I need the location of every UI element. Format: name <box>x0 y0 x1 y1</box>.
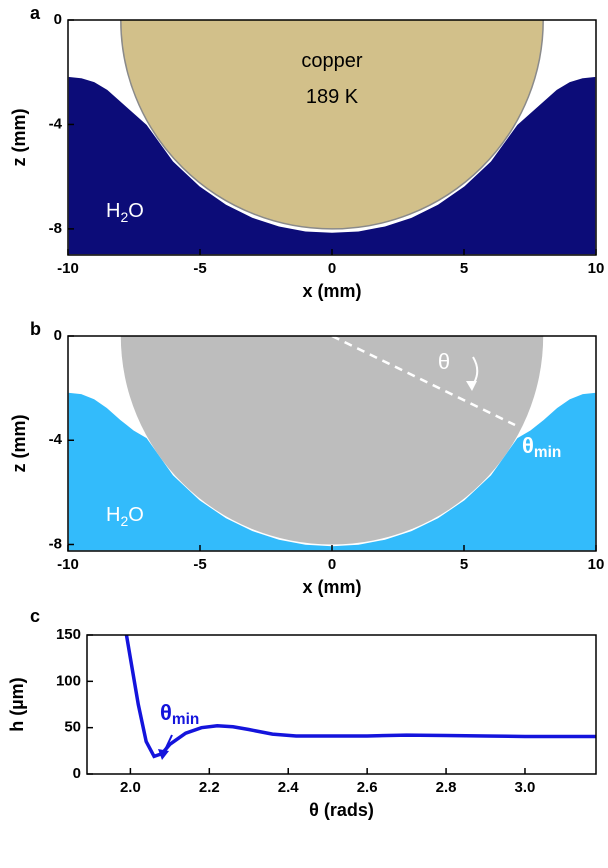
y-axis-title: z (mm) <box>9 108 29 166</box>
x-tick-label: -10 <box>57 260 79 277</box>
annotation: copper <box>301 50 362 72</box>
x-tick-label: 0 <box>328 556 336 573</box>
axes-frame <box>86 634 597 775</box>
x-tick-label: 3.0 <box>515 779 536 796</box>
annotation: θmin <box>160 700 199 728</box>
annotation-text: H <box>106 504 120 526</box>
panel-letter: b <box>30 319 41 339</box>
x-tick-label: 0 <box>328 260 336 277</box>
annotation-sub: min <box>172 711 199 728</box>
theta-arrowhead <box>466 381 477 391</box>
x-tick-label: -5 <box>193 556 206 573</box>
sphere <box>120 20 544 230</box>
annotation-text: θ <box>522 433 534 458</box>
annotation-tail: O <box>128 200 144 222</box>
y-tick-label: 0 <box>54 11 62 28</box>
y-tick-label: 50 <box>64 719 81 736</box>
x-axis-title: x (mm) <box>302 281 361 301</box>
x-tick-label: 10 <box>588 556 605 573</box>
x-axis-title: x (mm) <box>302 577 361 597</box>
line <box>124 635 596 759</box>
panel-letter: c <box>30 606 40 626</box>
annotation-text: θ <box>160 700 172 725</box>
plot-area <box>68 20 596 255</box>
x-tick-label: 2.0 <box>120 779 141 796</box>
annotation: H2O <box>106 504 144 528</box>
y-tick-label: 0 <box>54 327 62 344</box>
x-tick-label: 5 <box>460 260 468 277</box>
y-tick-label: 150 <box>56 626 81 643</box>
y-tick-label: -4 <box>49 431 63 448</box>
annotation-text: copper <box>301 50 362 72</box>
x-tick-label: -5 <box>193 260 206 277</box>
x-tick-label: 5 <box>460 556 468 573</box>
x-tick-label: 2.4 <box>278 779 300 796</box>
y-tick-label: 100 <box>56 672 81 689</box>
annotation-text: H <box>106 200 120 222</box>
x-tick-label: 10 <box>588 260 605 277</box>
plot-area <box>68 336 596 551</box>
y-axis-title: h (µm) <box>7 677 27 731</box>
x-tick-label: 2.2 <box>199 779 220 796</box>
annotation-text: 189 K <box>306 86 359 108</box>
annotation-tail: O <box>128 504 144 526</box>
annotation: H2O <box>106 200 144 224</box>
annotation-sub: 2 <box>120 513 128 529</box>
y-tick-label: -8 <box>49 220 62 237</box>
y-tick-label: -4 <box>49 115 63 132</box>
y-tick-label: 0 <box>73 765 81 782</box>
water <box>68 75 596 255</box>
annotation-sub: min <box>534 444 561 461</box>
y-tick-label: -8 <box>49 535 62 552</box>
annotation-text: θ <box>438 349 450 374</box>
water <box>68 391 596 551</box>
annotation: 189 K <box>306 86 359 108</box>
annotation-sub: 2 <box>120 209 128 225</box>
annotation-arrow <box>163 734 173 753</box>
x-axis-title: θ (rads) <box>309 800 374 820</box>
annotation-arrowhead <box>158 749 169 760</box>
x-tick-label: 2.6 <box>357 779 378 796</box>
x-tick-label: 2.8 <box>436 779 457 796</box>
panel-letter: a <box>30 3 41 23</box>
annotation: θ <box>438 349 450 374</box>
y-axis-title: z (mm) <box>9 414 29 472</box>
radius-line <box>331 336 516 427</box>
plot-area <box>124 635 596 759</box>
annotation: θmin <box>522 433 561 461</box>
x-tick-label: -10 <box>57 556 79 573</box>
